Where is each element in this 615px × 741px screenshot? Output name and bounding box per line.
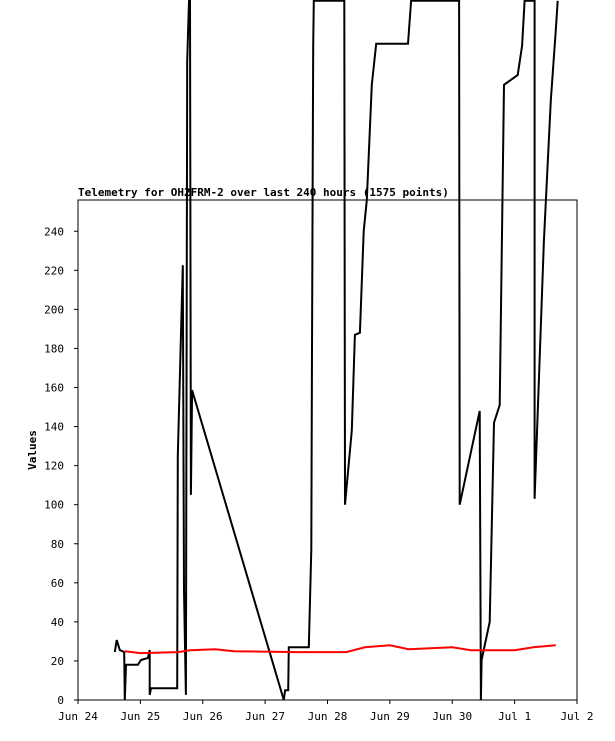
x-tick-label: Jul 2 [560, 710, 593, 723]
data-line [113, 0, 559, 701]
y-tick-label: 220 [44, 264, 64, 277]
y-tick-label: 0 [57, 694, 64, 707]
y-tick-label: 60 [51, 577, 64, 590]
x-tick-label: Jun 24 [58, 710, 98, 723]
x-tick-label: Jun 29 [370, 710, 410, 723]
y-axis-label: Values [26, 430, 39, 470]
x-tick-label: Jun 30 [432, 710, 472, 723]
y-tick-label: 20 [51, 655, 64, 668]
x-tick-label: Jun 27 [245, 710, 285, 723]
y-tick-label: 80 [51, 538, 64, 551]
y-tick-label: 160 [44, 382, 64, 395]
x-tick-label: Jul 1 [498, 710, 531, 723]
y-tick-label: 240 [44, 225, 64, 238]
y-tick-label: 120 [44, 460, 64, 473]
data-line [124, 644, 556, 655]
y-tick-label: 180 [44, 342, 64, 355]
y-tick-label: 40 [51, 616, 64, 629]
x-tick-label: Jun 28 [308, 710, 348, 723]
x-tick-label: Jun 26 [183, 710, 223, 723]
y-tick-label: 100 [44, 499, 64, 512]
y-tick-label: 140 [44, 421, 64, 434]
x-tick-label: Jun 25 [121, 710, 161, 723]
y-tick-label: 200 [44, 303, 64, 316]
chart-title: Telemetry for OH2FRM-2 over last 240 hou… [78, 186, 449, 199]
